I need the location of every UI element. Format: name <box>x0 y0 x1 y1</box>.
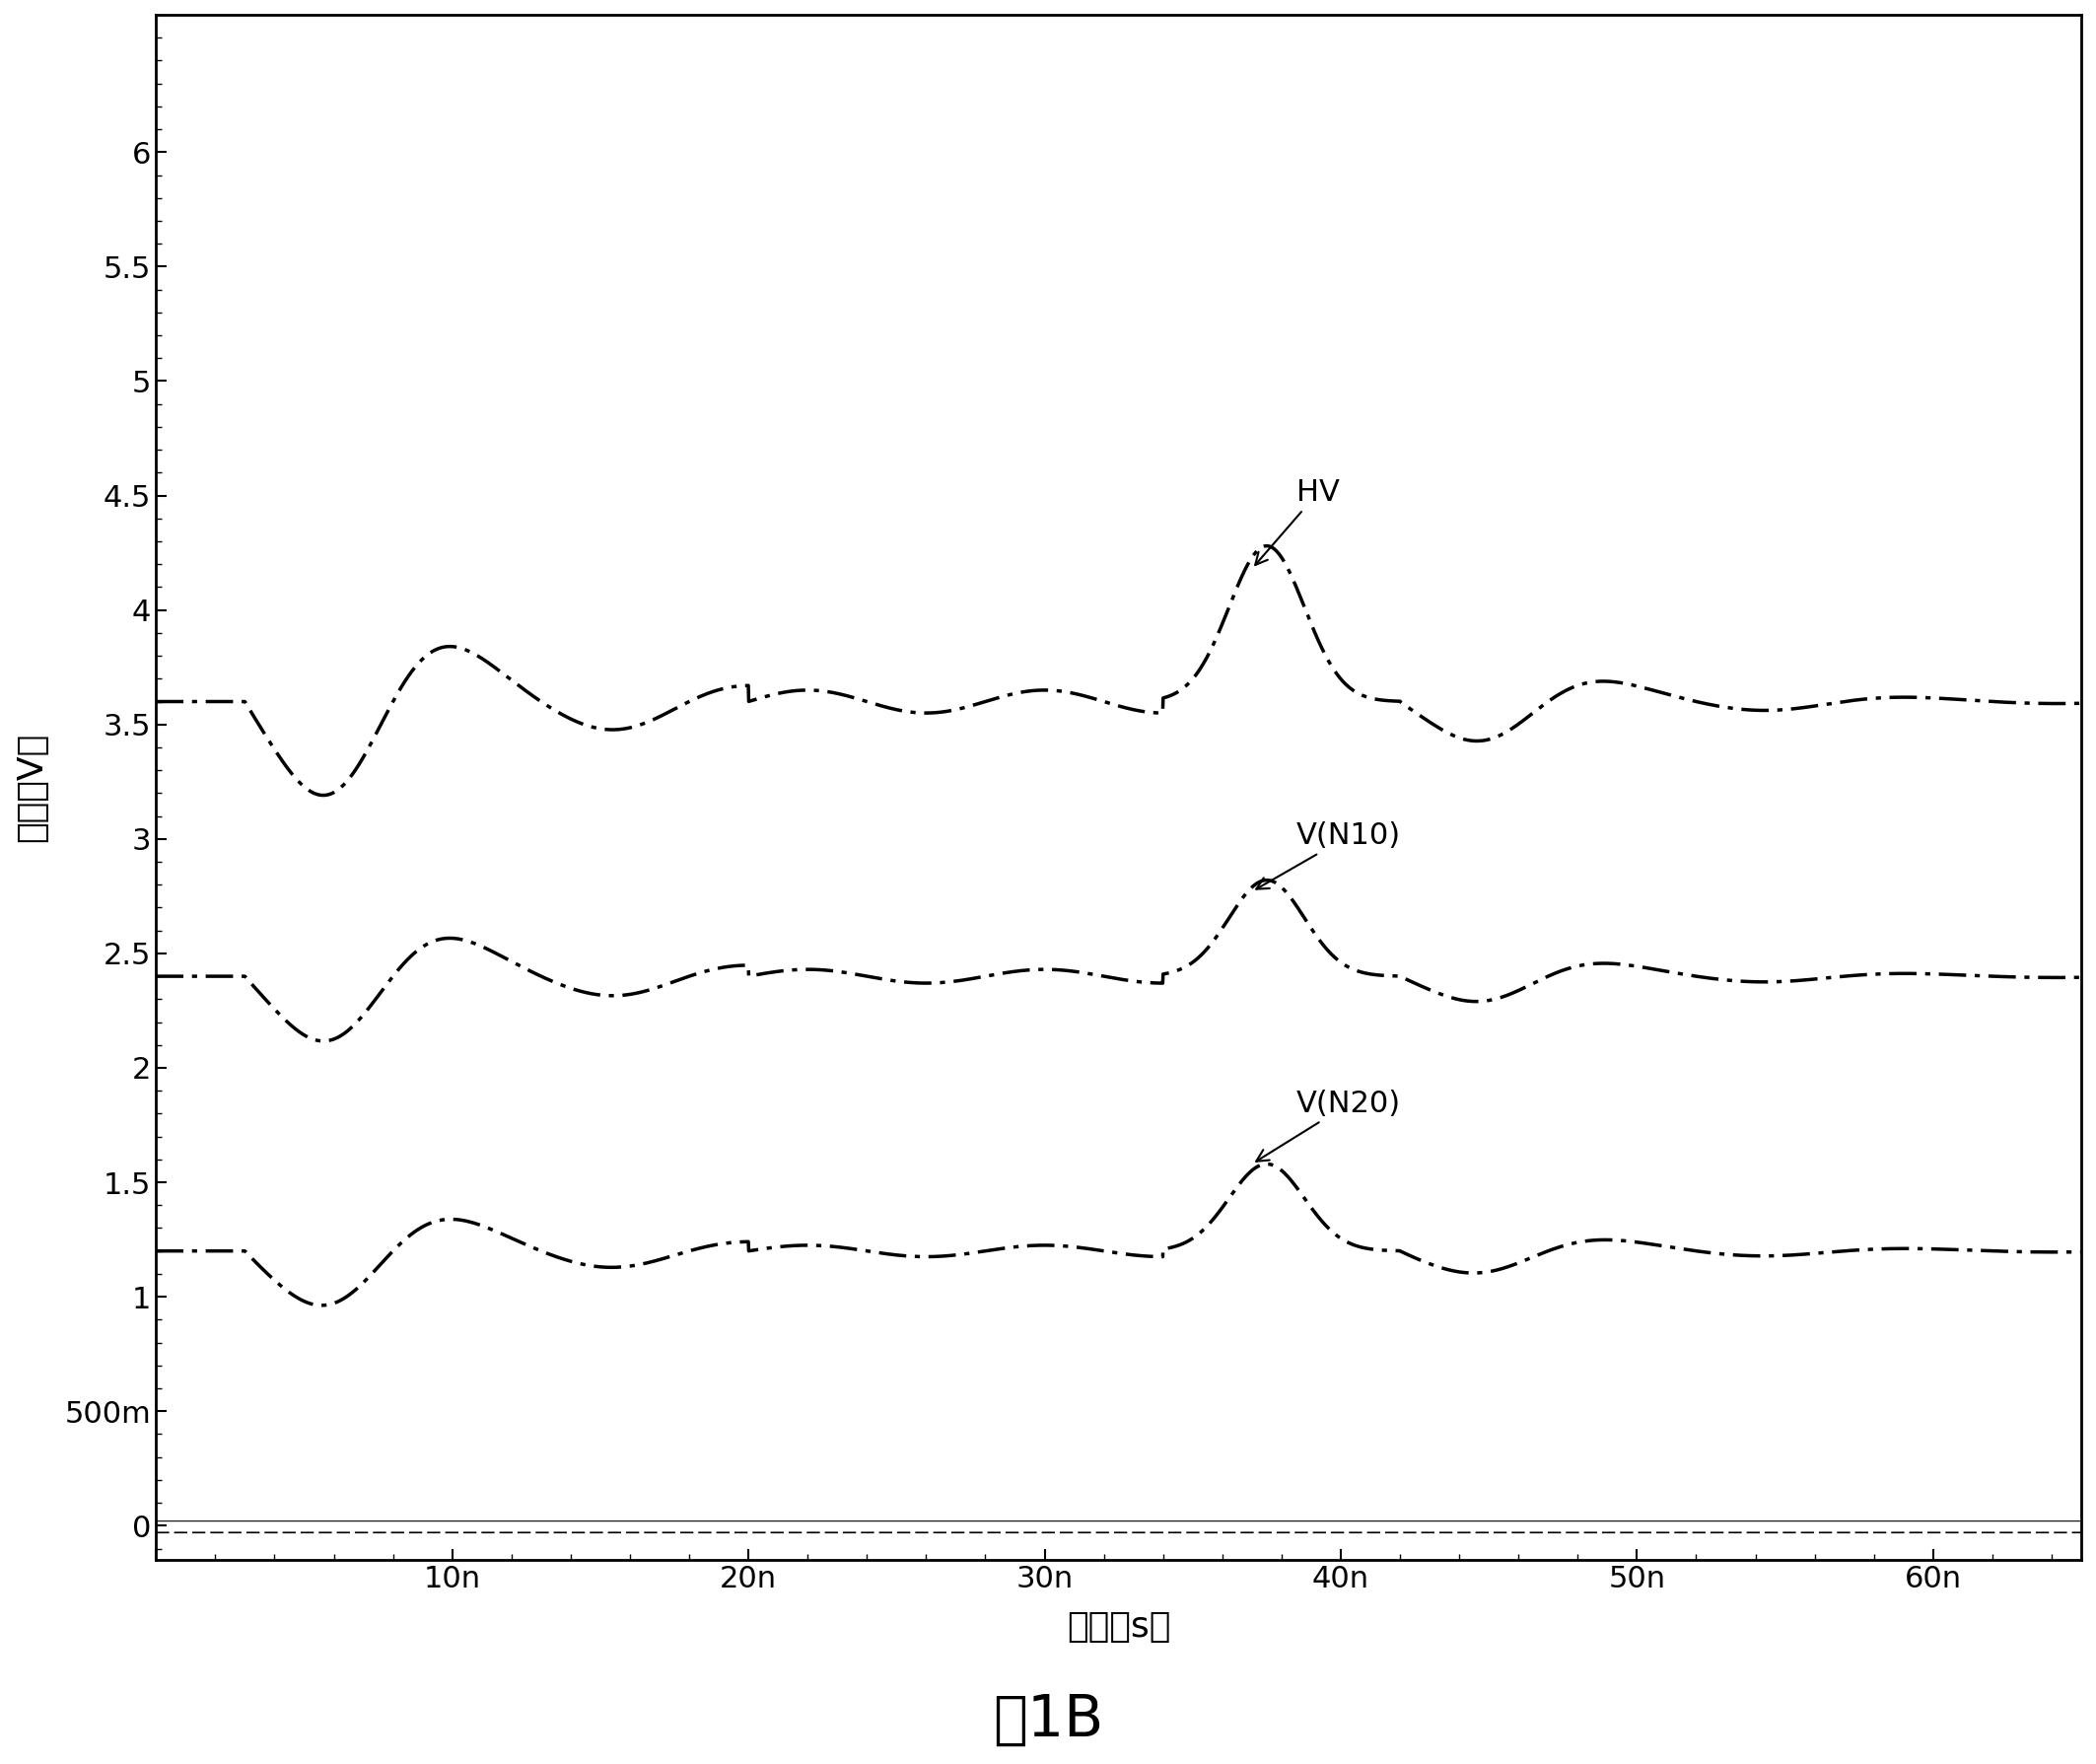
Text: V(N20): V(N20) <box>1256 1090 1400 1161</box>
Text: HV: HV <box>1256 478 1339 564</box>
Y-axis label: 电压（V）: 电压（V） <box>15 732 48 841</box>
X-axis label: 时间（s）: 时间（s） <box>1067 1611 1170 1644</box>
Text: 图1B: 图1B <box>994 1692 1102 1748</box>
Text: V(N10): V(N10) <box>1256 822 1400 889</box>
